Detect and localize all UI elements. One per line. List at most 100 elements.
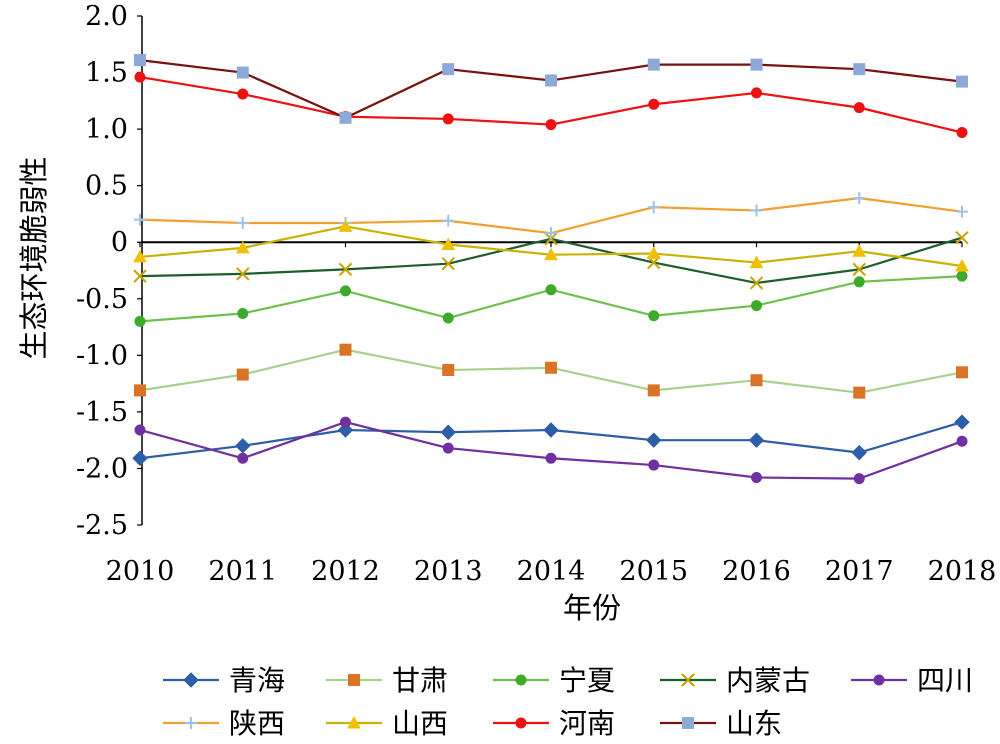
series-line	[139, 275, 963, 323]
data-point	[955, 230, 969, 245]
x-tick-label: 2013	[414, 556, 483, 587]
x-tick-label: 2014	[517, 556, 586, 587]
data-point	[340, 416, 351, 428]
data-point	[543, 422, 559, 438]
series-2	[134, 270, 968, 327]
data-point	[750, 374, 763, 387]
y-tick-label: 1.0	[85, 114, 128, 145]
legend-item: 山东	[660, 707, 782, 740]
data-point	[853, 473, 865, 485]
y-tick-label: 0.5	[85, 171, 128, 202]
x-tick-label: 2015	[619, 556, 688, 587]
x-tick-label: 2018	[928, 556, 997, 587]
data-point	[853, 386, 866, 399]
y-tick-label: -2.0	[76, 453, 128, 484]
data-point	[237, 88, 249, 100]
series-7	[134, 71, 968, 139]
data-point	[339, 343, 352, 356]
data-point	[545, 361, 557, 374]
data-point	[442, 442, 454, 454]
data-point	[441, 237, 456, 250]
data-point	[442, 364, 455, 377]
data-point	[133, 249, 147, 263]
legend-label: 宁夏	[559, 664, 615, 697]
data-point	[132, 450, 148, 466]
data-point	[751, 471, 762, 483]
data-point	[442, 214, 455, 227]
legend-marker	[515, 674, 527, 686]
data-point	[750, 204, 763, 217]
legend-label: 山西	[392, 707, 448, 740]
series-8	[134, 54, 968, 124]
x-tick-label: 2017	[825, 556, 894, 587]
data-point	[956, 366, 968, 379]
chart-axes: 2.0 1.5 1.0 0.5 0 -0.5 -1.0 -1.5 -2.0 -2.5 2010 201…	[76, 1, 996, 587]
data-point	[134, 54, 146, 67]
data-point	[441, 257, 455, 271]
x-tick-label: 2011	[208, 556, 277, 587]
data-point	[853, 192, 866, 205]
data-point	[750, 58, 763, 71]
series-0	[132, 414, 970, 466]
legend-label: 河南	[559, 707, 615, 740]
legend-item: 陕西	[163, 707, 285, 740]
data-point	[544, 247, 558, 261]
data-point	[648, 459, 660, 471]
data-point	[545, 227, 557, 240]
series-3	[133, 230, 969, 290]
y-tick-label: -2.5	[76, 510, 128, 541]
legend-marker	[348, 674, 360, 686]
data-point	[545, 74, 557, 87]
legend-marker	[347, 715, 361, 729]
legend-label: 四川	[917, 664, 973, 697]
legend-marker	[515, 717, 527, 729]
series-layer	[132, 54, 970, 485]
data-point	[646, 432, 662, 448]
series-5	[134, 192, 968, 240]
data-point	[956, 205, 968, 218]
data-point	[751, 87, 762, 99]
legend-label: 甘肃	[392, 664, 448, 697]
y-tick-label: -1.0	[76, 340, 128, 371]
data-point	[442, 63, 455, 76]
series-1	[134, 343, 968, 399]
data-point	[236, 267, 250, 281]
legend-item: 内蒙古	[660, 664, 810, 697]
data-point	[954, 414, 970, 430]
data-point	[236, 66, 249, 79]
data-point	[853, 63, 866, 76]
data-point	[851, 444, 867, 461]
y-tick-label: 2.0	[85, 1, 128, 32]
data-point	[442, 113, 454, 125]
legend-marker	[681, 673, 695, 687]
data-point	[646, 246, 661, 260]
data-point	[748, 432, 765, 448]
data-point	[339, 111, 352, 124]
legend-item: 河南	[493, 707, 615, 740]
legend-item: 甘肃	[326, 664, 448, 697]
legend-item: 宁夏	[493, 664, 615, 697]
data-point	[338, 219, 353, 232]
data-point	[235, 438, 251, 454]
data-point	[237, 452, 249, 464]
data-point	[134, 384, 146, 397]
data-point	[956, 270, 968, 282]
data-point	[853, 102, 865, 114]
series-4	[134, 416, 968, 485]
data-point	[134, 71, 146, 83]
x-tick-label: 2010	[106, 556, 175, 587]
data-point	[133, 269, 147, 283]
x-tick-label: 2012	[311, 556, 380, 587]
legend-item: 四川	[851, 664, 973, 697]
data-point	[237, 307, 249, 319]
data-point	[134, 315, 146, 327]
data-point	[236, 368, 249, 381]
y-tick-label: 0	[111, 227, 128, 258]
legend-label: 青海	[229, 664, 285, 697]
data-point	[647, 58, 660, 71]
data-point	[853, 276, 865, 288]
y-tick-label: -1.5	[76, 397, 128, 428]
legend-label: 山东	[726, 707, 782, 740]
